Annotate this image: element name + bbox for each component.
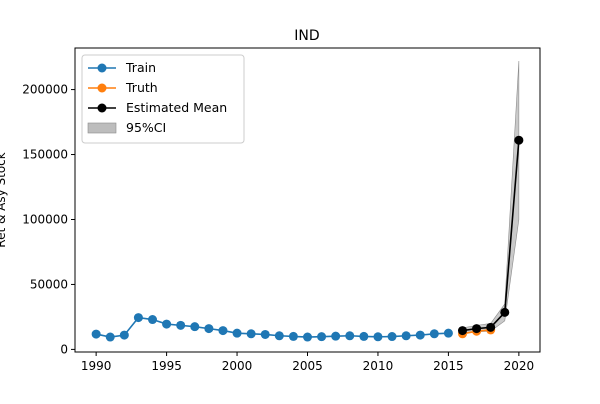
y-tick-label: 200000 — [22, 83, 68, 97]
data-point — [246, 329, 256, 339]
series-train — [91, 313, 453, 342]
legend-patch — [87, 122, 117, 134]
legend-item: Estimated Mean — [88, 100, 227, 115]
x-tick-label: 1990 — [81, 359, 112, 373]
data-point — [514, 135, 524, 145]
data-point — [359, 331, 369, 341]
y-tick-label: 0 — [60, 342, 68, 356]
data-point — [274, 331, 284, 341]
legend-marker — [97, 83, 107, 93]
legend-label: Train — [125, 60, 156, 75]
data-point — [91, 329, 101, 339]
data-point — [317, 332, 327, 342]
legend-label: Estimated Mean — [126, 100, 227, 115]
legend-marker — [97, 103, 107, 113]
x-tick-label: 2015 — [433, 359, 464, 373]
data-point — [162, 319, 172, 329]
data-point — [486, 322, 496, 332]
legend-item: Train — [88, 60, 156, 75]
x-tick-label: 1995 — [151, 359, 182, 373]
series-layer — [91, 135, 524, 342]
ci-layer — [462, 60, 520, 334]
ci-band — [462, 60, 520, 334]
legend-item: 95%CI — [87, 120, 166, 135]
data-point — [387, 332, 397, 342]
series-estimated-mean — [458, 135, 524, 336]
data-point — [500, 307, 510, 317]
data-point — [443, 328, 453, 338]
data-point — [190, 322, 200, 332]
legend-marker — [97, 63, 107, 73]
data-point — [105, 332, 115, 342]
data-point — [176, 320, 186, 330]
data-point — [133, 313, 143, 323]
legend-box — [81, 54, 245, 144]
data-point — [401, 331, 411, 341]
x-tick-label: 2005 — [292, 359, 323, 373]
data-point — [429, 329, 439, 339]
data-point — [119, 330, 129, 340]
x-tick-label: 2020 — [504, 359, 535, 373]
data-point — [373, 332, 383, 342]
y-tick-label: 100000 — [22, 212, 68, 226]
data-point — [260, 329, 270, 339]
series-line — [462, 140, 520, 332]
data-point — [232, 328, 242, 338]
data-point — [472, 324, 482, 334]
legend-label: 95%CI — [126, 120, 166, 135]
chart-title: IND — [294, 28, 319, 44]
y-axis-label: Ret & Asy Stock — [0, 152, 8, 248]
x-tick-label: 2000 — [222, 359, 253, 373]
data-point — [345, 331, 355, 341]
data-point — [331, 331, 341, 341]
data-point — [148, 315, 157, 325]
axes-layer: 1990 1995 2000 2005 2010 2015 2020 0 50000 100000… — [22, 47, 541, 373]
data-point — [458, 326, 467, 336]
legend-item: Truth — [88, 80, 158, 95]
data-point — [204, 324, 214, 334]
data-point — [303, 332, 312, 342]
y-tick-label: 150000 — [22, 148, 68, 162]
data-point — [218, 326, 228, 336]
data-point — [288, 331, 298, 341]
data-point — [415, 330, 425, 340]
y-tick-label: 50000 — [30, 277, 68, 291]
x-tick-label: 2010 — [363, 359, 394, 373]
legend: Train Truth Estimated Mean 95%CI — [81, 54, 245, 144]
legend-label: Truth — [125, 80, 158, 95]
